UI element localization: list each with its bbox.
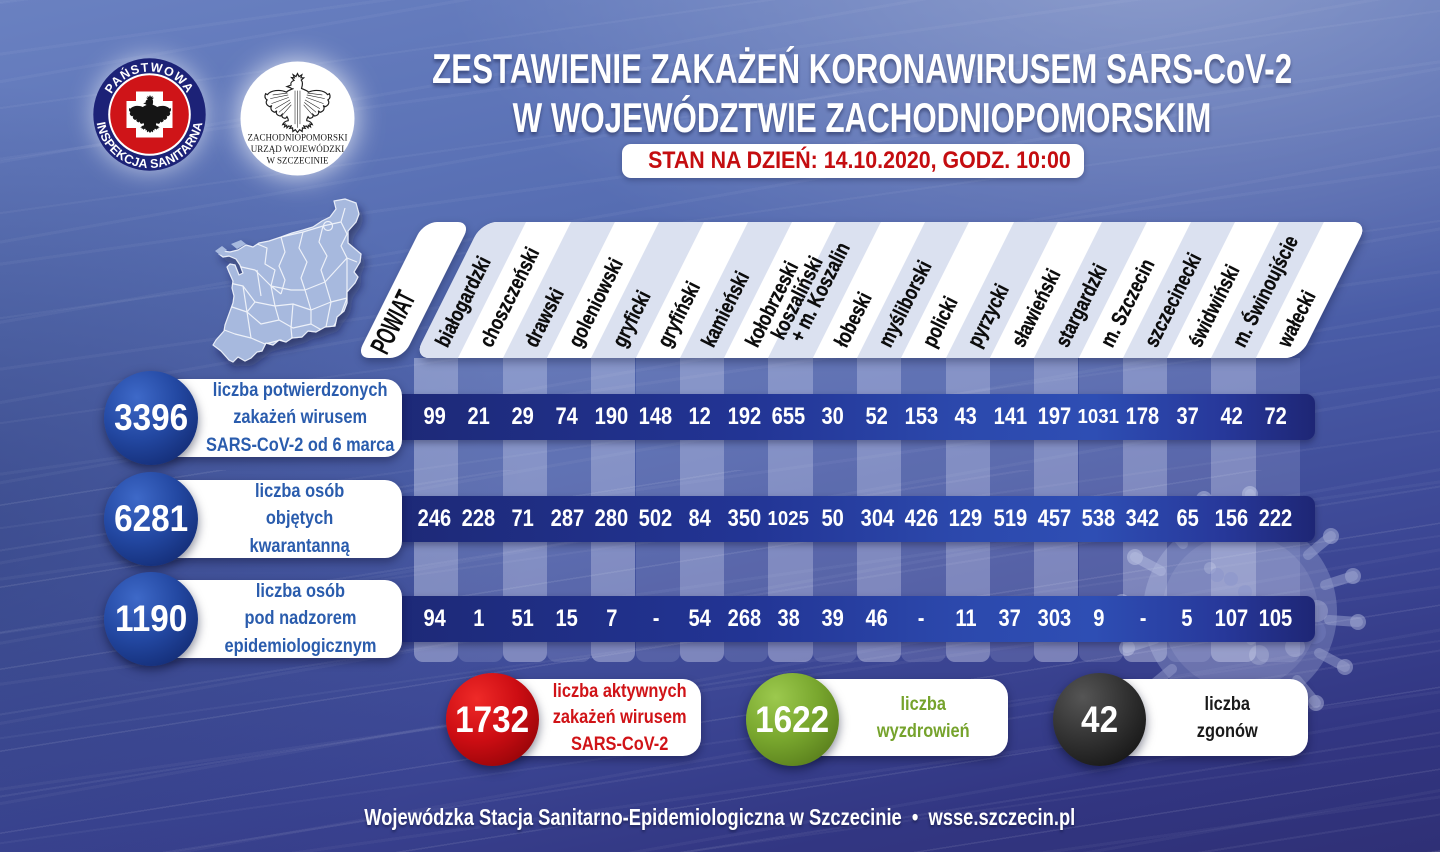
svg-text:W SZCZECINIE: W SZCZECINIE (266, 156, 329, 166)
svg-text:ZACHODNIOPOMORSKI: ZACHODNIOPOMORSKI (247, 133, 347, 143)
svg-text:URZĄD WOJEWÓDZKI: URZĄD WOJEWÓDZKI (251, 144, 345, 154)
